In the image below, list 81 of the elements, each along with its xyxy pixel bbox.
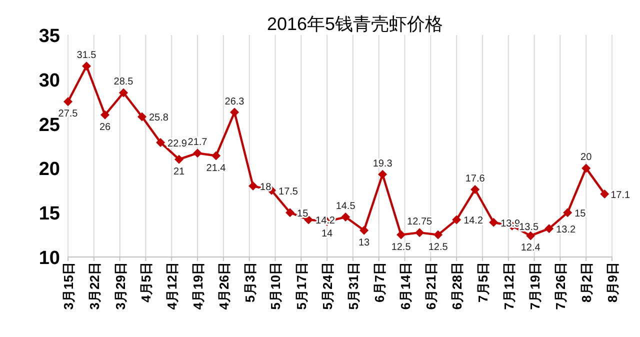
x-tick-label: 5月24日 — [320, 262, 336, 310]
point — [563, 208, 572, 218]
x-tick-label: 8月9日 — [605, 262, 620, 302]
x-tick-label: 3月29日 — [112, 262, 128, 310]
x-tick-label: 5月31日 — [346, 262, 361, 310]
x-tick-label: 5月10日 — [268, 262, 284, 310]
y-tick-label: 10 — [38, 248, 60, 269]
point — [544, 224, 554, 234]
data-label: 13 — [358, 237, 370, 248]
x-tick-label: 4月26日 — [216, 262, 232, 310]
point — [64, 97, 72, 106]
data-label: 21.7 — [188, 137, 208, 148]
y-tick-label: 35 — [38, 26, 60, 47]
x-tick-label: 3月22日 — [86, 262, 102, 310]
data-label: 26 — [99, 122, 112, 133]
data-label: 15 — [574, 208, 586, 220]
point — [526, 231, 536, 240]
data-label: 20 — [580, 152, 592, 164]
point — [582, 164, 591, 173]
data-label: 19.3 — [372, 158, 393, 170]
x-tick-label: 5月17日 — [294, 262, 310, 310]
point — [360, 226, 369, 235]
point — [434, 230, 443, 240]
x-tick-label: 4月5日 — [138, 262, 154, 302]
data-label: 27.5 — [58, 108, 78, 120]
x-tick-label: 7月19日 — [527, 262, 542, 310]
point — [600, 189, 610, 198]
point — [415, 228, 424, 238]
point — [396, 230, 406, 240]
x-tick-label: 6月21日 — [424, 262, 439, 310]
x-tick-label: 6月7日 — [372, 262, 387, 302]
data-label: 22.9 — [168, 138, 188, 150]
x-tick-label: 6月14日 — [398, 262, 413, 310]
point — [470, 185, 480, 194]
point — [286, 208, 295, 218]
point — [378, 170, 388, 179]
point — [82, 62, 92, 71]
x-tick-label: 7月26日 — [553, 262, 568, 310]
data-label: 14 — [321, 228, 334, 240]
data-label: 14.5 — [336, 201, 356, 212]
data-label: 28.5 — [114, 76, 134, 88]
data-label: 25.8 — [149, 112, 169, 124]
data-label: 17.6 — [465, 174, 486, 185]
chart-title: 2016年5钱青壳虾价格 — [266, 14, 444, 34]
point — [489, 218, 498, 227]
point — [174, 154, 184, 164]
data-label: 17.1 — [610, 190, 630, 201]
data-label: 21 — [173, 166, 186, 178]
point — [304, 215, 314, 224]
data-label: 13.5 — [519, 222, 539, 233]
x-tick-label: 8月2日 — [579, 262, 594, 302]
point — [100, 110, 110, 120]
point — [156, 138, 166, 147]
data-label: 12.4 — [520, 242, 541, 254]
data-label: 12.5 — [428, 242, 448, 253]
point — [119, 88, 128, 98]
x-tick-label: 6月28日 — [450, 262, 465, 310]
data-label: 31.5 — [76, 50, 97, 62]
point — [230, 108, 240, 117]
x-tick-label: 5月3日 — [242, 262, 258, 302]
point — [452, 215, 462, 224]
point — [248, 181, 258, 190]
data-label: 17.5 — [278, 186, 298, 198]
point — [193, 148, 202, 158]
point — [341, 212, 350, 222]
y-tick-label: 15 — [38, 204, 60, 225]
x-tick-label: 4月19日 — [190, 262, 206, 310]
data-label: 13.2 — [556, 224, 576, 236]
data-label: 21.4 — [206, 162, 226, 174]
x-tick-label: 7月12日 — [501, 262, 516, 310]
x-tick-label: 4月12日 — [164, 262, 180, 310]
x-tick-label: 3月15日 — [61, 262, 76, 310]
data-label: 26.3 — [224, 96, 245, 108]
y-tick-label: 20 — [38, 159, 60, 180]
y-tick-label: 30 — [38, 70, 60, 92]
point — [138, 112, 147, 122]
data-label: 14.2 — [464, 216, 484, 227]
data-label: 12.75 — [407, 216, 433, 228]
x-tick-label: 7月5日 — [475, 262, 490, 302]
point — [212, 151, 221, 160]
data-label: 12.5 — [391, 242, 412, 253]
